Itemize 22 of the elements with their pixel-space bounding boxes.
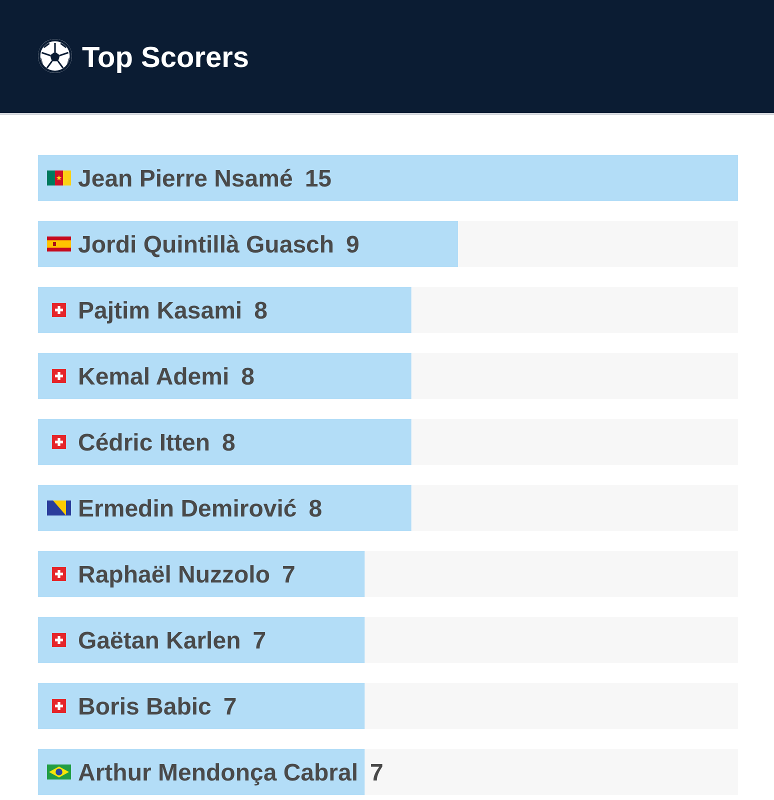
data-label: 7 — [223, 694, 237, 720]
y-tick-label: Arthur Mendonça Cabral — [78, 760, 358, 786]
y-tick-label: Raphaël Nuzzolo — [78, 562, 270, 588]
y-tick-label: Boris Babic — [78, 694, 212, 720]
y-tick-label: Jean Pierre Nsamé — [78, 166, 293, 192]
chart-title: Top Scorers — [82, 42, 250, 74]
y-tick-label: Ermedin Demirović — [78, 496, 297, 522]
y-tick-label: Gaëtan Karlen — [78, 628, 241, 654]
bar — [38, 155, 738, 201]
y-tick-label: Cédric Itten — [78, 430, 210, 456]
data-label: 8 — [222, 430, 236, 456]
y-tick-label: Pajtim Kasami — [78, 298, 242, 324]
data-label: 7 — [370, 760, 384, 786]
data-label: 7 — [252, 628, 266, 654]
data-label: 8 — [241, 364, 255, 390]
data-label: 15 — [304, 166, 332, 192]
data-label: 8 — [308, 496, 322, 522]
y-tick-label: Jordi Quintillà Guasch — [78, 232, 334, 258]
data-label: 7 — [282, 562, 296, 588]
data-label: 9 — [346, 232, 360, 258]
y-tick-label: Kemal Ademi — [78, 364, 230, 390]
data-label: 8 — [254, 298, 268, 324]
